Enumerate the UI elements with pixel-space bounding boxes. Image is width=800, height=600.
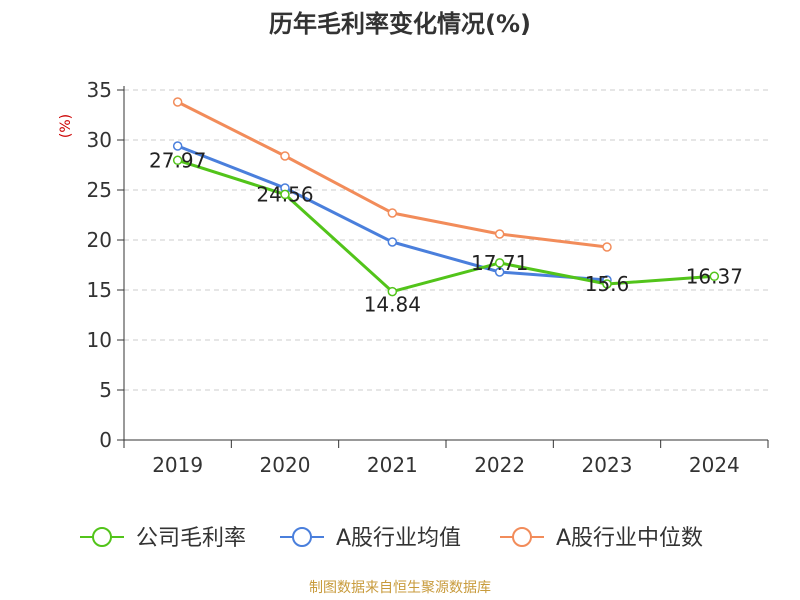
- series-line: [177, 158, 715, 294]
- data-label: 24.56: [256, 182, 313, 206]
- legend-item: A股行业中位数: [500, 526, 703, 551]
- x-tick-label: 2020: [260, 453, 311, 477]
- x-tick-label: 2022: [474, 453, 525, 477]
- axes: 0 5 10 15 20 25 30 35 2019 2020 2021 2022 2023 2024: [87, 78, 769, 477]
- legend-item: A股行业均值: [280, 526, 461, 551]
- data-label: 15.6: [585, 272, 630, 296]
- data-label: 14.84: [364, 293, 421, 317]
- y-tick-label: 5: [99, 378, 112, 402]
- data-point: [602, 242, 612, 252]
- data-point: [494, 258, 505, 268]
- source-note: 制图数据来自恒生聚源数据库: [309, 580, 491, 596]
- data-labels: 27.97 24.56 14.84 17.71 15.6 16.37: [149, 148, 743, 316]
- data-point: [172, 141, 183, 151]
- y-tick-label: 35: [87, 78, 112, 102]
- data-point: [172, 97, 183, 107]
- y-tick-label: 0: [99, 428, 112, 452]
- data-point: [709, 271, 720, 282]
- data-point: [280, 151, 290, 161]
- legend-label: A股行业均值: [336, 526, 461, 551]
- y-tick-label: 15: [87, 278, 112, 302]
- legend-label: 公司毛利率: [136, 526, 246, 551]
- legend-label: A股行业中位数: [556, 526, 703, 551]
- data-point: [280, 189, 290, 200]
- x-tick-label: 2019: [152, 453, 203, 477]
- data-point: [172, 155, 183, 166]
- data-point: [387, 208, 398, 218]
- y-tick-label: 25: [87, 178, 112, 202]
- data-point: [387, 237, 398, 247]
- data-label: 17.71: [471, 251, 528, 275]
- legend-swatch-marker: [92, 527, 112, 547]
- x-tick-label: 2021: [367, 453, 418, 477]
- data-point: [602, 279, 612, 289]
- legend-swatch-marker: [292, 527, 312, 547]
- data-label: 16.37: [686, 264, 743, 288]
- legend-item: 公司毛利率: [80, 526, 246, 551]
- data-label: 27.97: [149, 148, 206, 172]
- y-tick-label: 30: [87, 128, 112, 152]
- data-point: [494, 267, 505, 277]
- x-tick-label: 2023: [582, 453, 633, 477]
- y-tick-label: 10: [87, 328, 112, 352]
- y-axis-label: (%): [58, 114, 74, 138]
- x-tick-label: 2024: [689, 453, 740, 477]
- data-point: [494, 229, 505, 239]
- series-lines: [172, 97, 720, 297]
- legend-swatch-marker: [512, 527, 532, 547]
- y-tick-label: 20: [87, 228, 112, 252]
- chart-title: 历年毛利率变化情况(%): [269, 10, 531, 38]
- grid-lines: [124, 89, 768, 391]
- series-line: [176, 100, 608, 249]
- data-point: [387, 286, 398, 297]
- legend: 公司毛利率 A股行业均值 A股行业中位数: [80, 526, 703, 551]
